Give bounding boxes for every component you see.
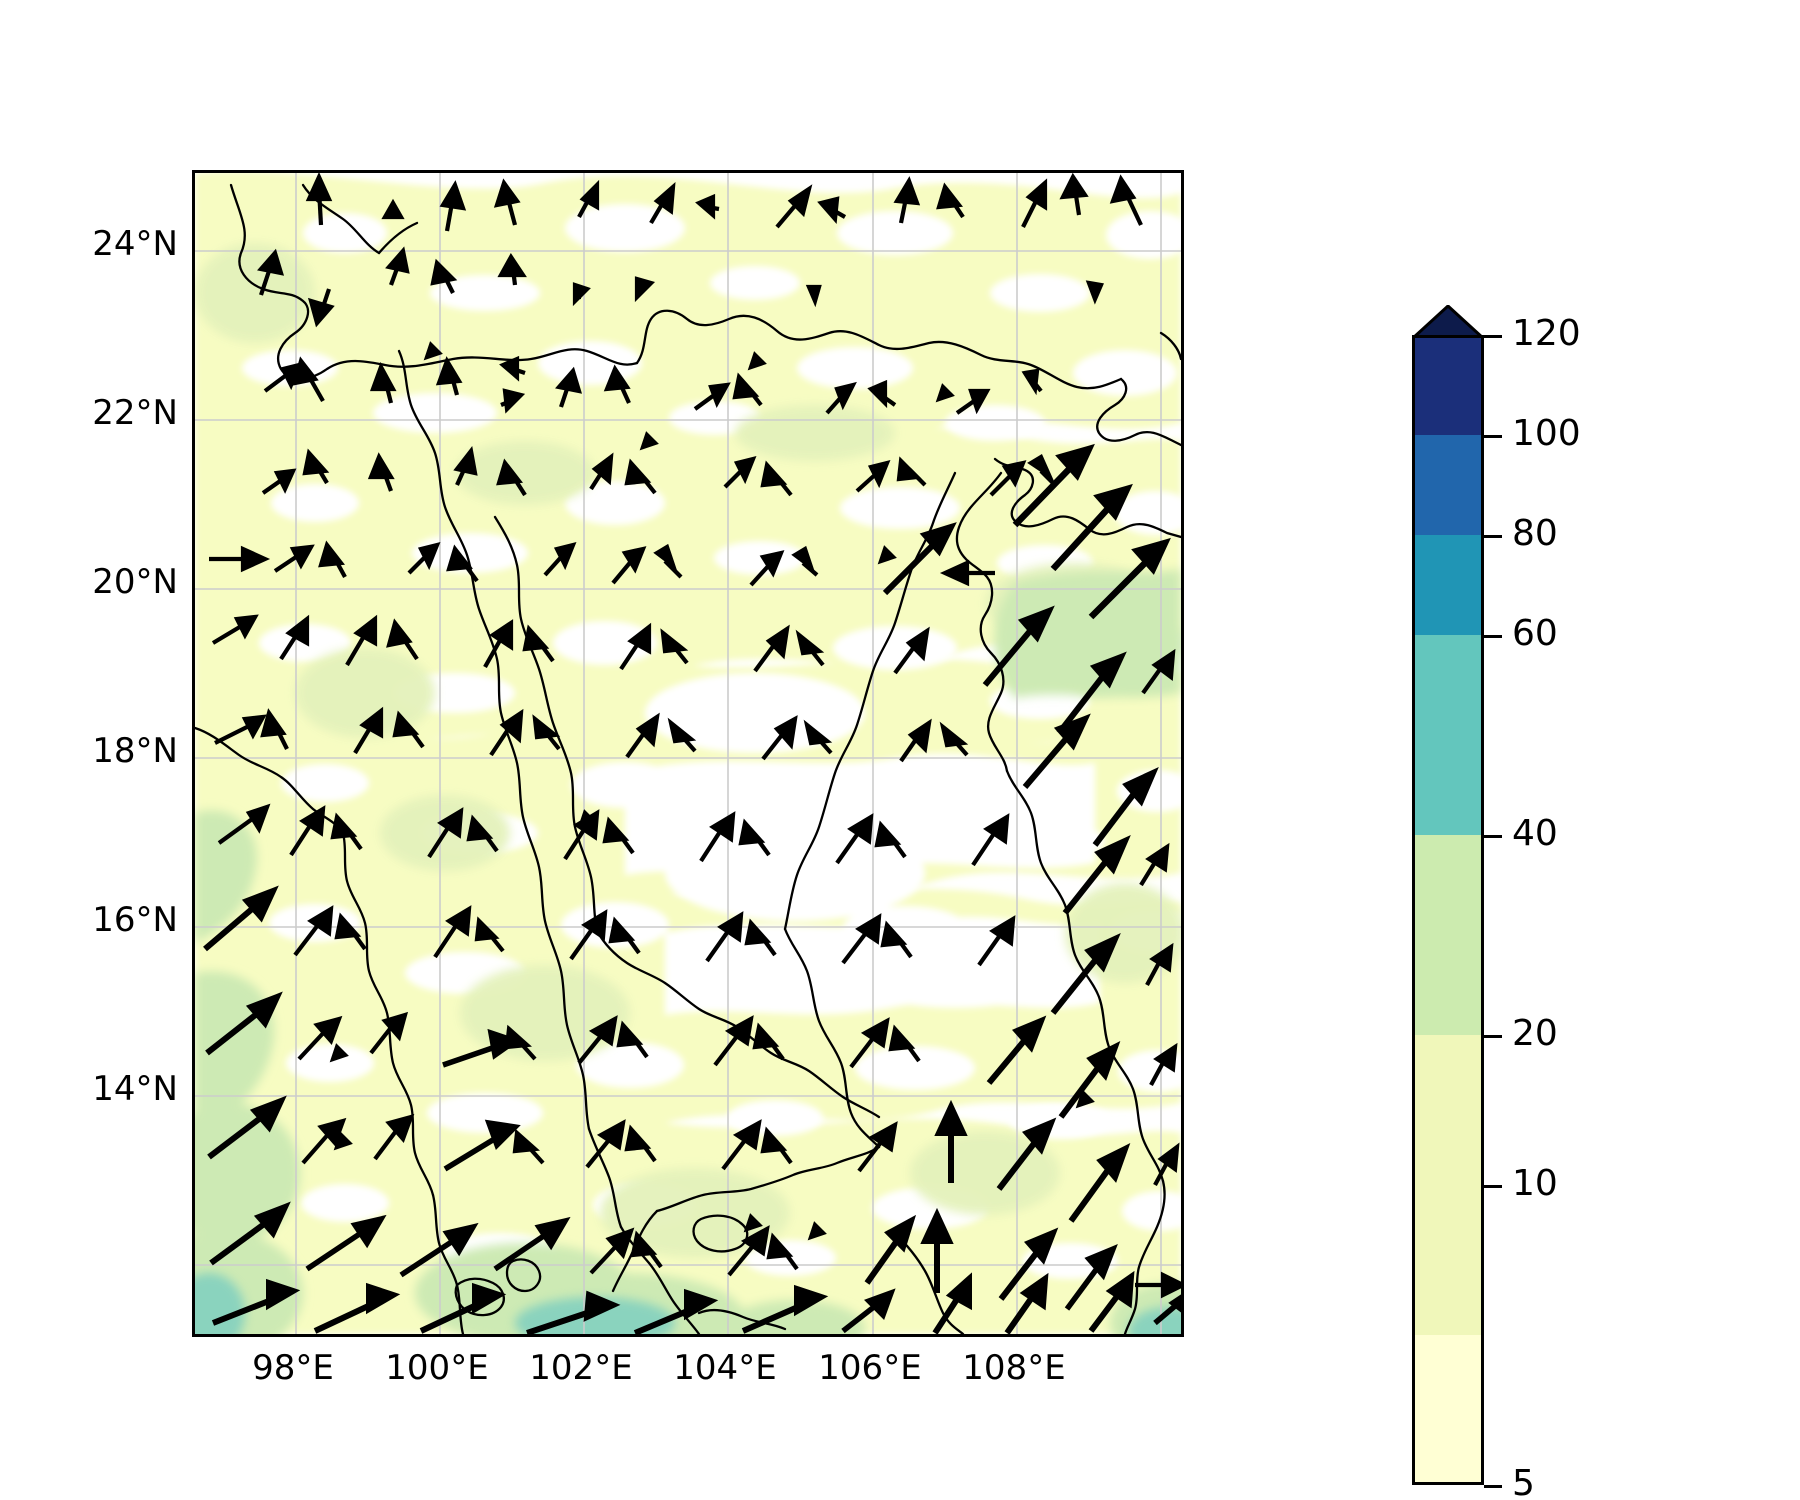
wind-speed-map [195,173,1181,1334]
colorbar-tick-120 [1484,335,1502,338]
colorbar-tick-40 [1484,835,1502,838]
colorbar-tick-80 [1484,535,1502,538]
y-tick-label-22N: 22°N [92,393,178,433]
colorbar-segment-40-60 [1412,635,1484,835]
colorbar-segment-60-80 [1412,535,1484,635]
colorbar-tick-60 [1484,635,1502,638]
y-tick-label-18N: 18°N [92,731,178,771]
colorbar-tick-20 [1484,1035,1502,1038]
colorbar-segment-80-100 [1412,435,1484,535]
colorbar-label-80: 80 [1512,513,1558,554]
colorbar-label-5: 5 [1512,1463,1535,1500]
colorbar-segment-100-120 [1412,335,1484,435]
y-tick-label-16N: 16°N [92,900,178,940]
colorbar-label-120: 120 [1512,313,1581,354]
colorbar-label-10: 10 [1512,1163,1558,1204]
colorbar-extend-arrow-icon [1412,305,1484,339]
colorbar-segment-10-20 [1412,1035,1484,1185]
map-gridlines [195,173,1181,1334]
colorbar-label-20: 20 [1512,1013,1558,1054]
x-tick-label-98E: 98°E [252,1348,334,1388]
colorbar-segment-5-10 [1412,1335,1484,1485]
x-tick-label-100E: 100°E [385,1348,489,1388]
colorbar-tick-10 [1484,1185,1502,1188]
colorbar-gradient [1412,335,1484,1485]
colorbar-tick-100 [1484,435,1502,438]
y-tick-label-14N: 14°N [92,1069,178,1109]
colorbar[interactable]: 120 100 80 60 40 20 10 5 [1412,150,1742,1500]
colorbar-segment-20-40 [1412,835,1484,1035]
colorbar-tick-5 [1484,1485,1502,1488]
y-tick-label-20N: 20°N [92,562,178,602]
colorbar-label-40: 40 [1512,813,1558,854]
colorbar-label-100: 100 [1512,413,1581,454]
map-plot-area[interactable] [192,170,1184,1337]
wind-vectors [203,173,1181,1334]
colorbar-label-60: 60 [1512,613,1558,654]
x-tick-label-108E: 108°E [962,1348,1066,1388]
x-tick-label-102E: 102°E [529,1348,633,1388]
x-tick-label-106E: 106°E [818,1348,922,1388]
colorbar-segment-10-20b [1412,1185,1484,1335]
y-tick-label-24N: 24°N [92,224,178,264]
x-tick-label-104E: 104°E [673,1348,777,1388]
